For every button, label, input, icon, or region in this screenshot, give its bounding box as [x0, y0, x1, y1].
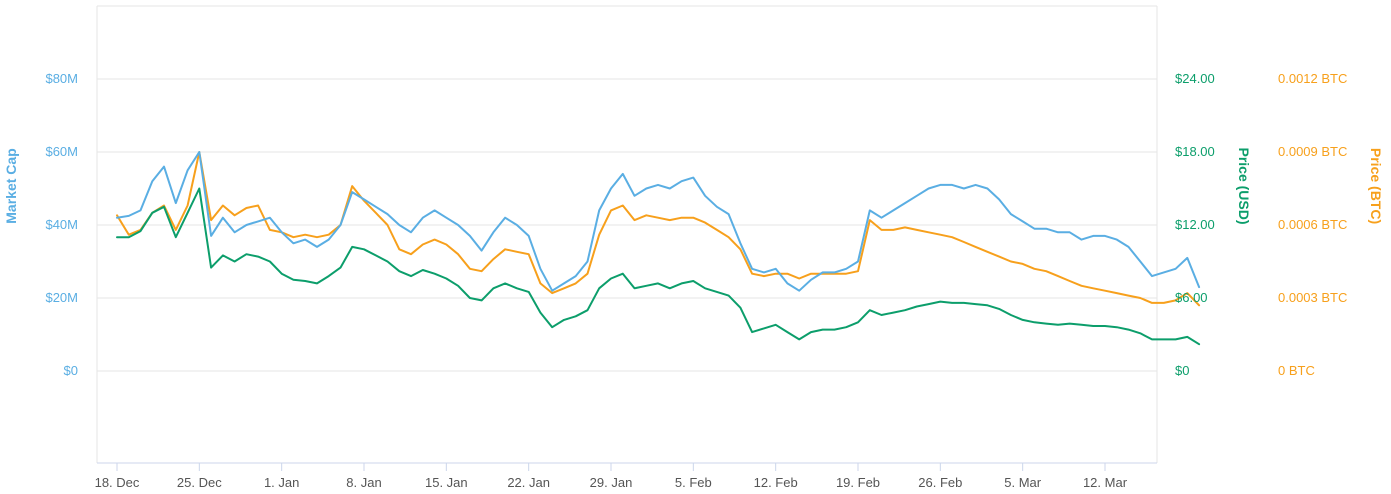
price-usd-tick-label: $24.00 — [1175, 71, 1215, 86]
price-btc-tick-label: 0.0003 BTC — [1278, 290, 1347, 305]
x-tick-label: 26. Feb — [918, 475, 962, 490]
x-tick-label: 1. Jan — [264, 475, 299, 490]
price-btc-axis: 0 BTC 0.0003 BTC 0.0006 BTC 0.0009 BTC 0.001… — [1278, 71, 1347, 378]
price-usd-axis-title: Price (USD) — [1236, 147, 1252, 224]
price-btc-tick-label: 0 BTC — [1278, 363, 1315, 378]
series-lines — [116, 151, 1201, 346]
market-cap-tick-label: $80M — [45, 71, 78, 86]
price-btc-tick-label: 0.0009 BTC — [1278, 144, 1347, 159]
market-cap-tick-label: $0 — [64, 363, 78, 378]
price-usd-tick-label: $6.00 — [1175, 290, 1208, 305]
x-tick-label: 29. Jan — [590, 475, 633, 490]
price-usd-axis: $0 $6.00 $12.00 $18.00 $24.00 — [1175, 71, 1215, 378]
x-tick-label: 22. Jan — [507, 475, 550, 490]
x-tick-label: 15. Jan — [425, 475, 468, 490]
price-usd-line — [116, 187, 1201, 346]
x-tick-label: 18. Dec — [95, 475, 140, 490]
x-tick-label: 12. Feb — [754, 475, 798, 490]
price-usd-tick-label: $0 — [1175, 363, 1189, 378]
grid — [96, 5, 1158, 464]
price-btc-axis-title: Price (BTC) — [1368, 148, 1384, 224]
price-btc-tick-label: 0.0012 BTC — [1278, 71, 1347, 86]
price-btc-tick-label: 0.0006 BTC — [1278, 217, 1347, 232]
market-cap-line — [116, 151, 1201, 292]
x-tick-label: 5. Feb — [675, 475, 712, 490]
market-cap-tick-label: $60M — [45, 144, 78, 159]
x-tick-label: 12. Mar — [1083, 475, 1128, 490]
x-tick-label: 19. Feb — [836, 475, 880, 490]
price-usd-tick-label: $18.00 — [1175, 144, 1215, 159]
x-tick-label: 8. Jan — [346, 475, 381, 490]
market-cap-axis-title: Market Cap — [3, 148, 19, 223]
x-axis: 18. Dec 25. Dec 1. Jan 8. Jan 15. Jan 22. Jan… — [95, 463, 1128, 490]
market-cap-tick-label: $20M — [45, 290, 78, 305]
price-btc-line — [116, 151, 1201, 307]
x-tick-label: 25. Dec — [177, 475, 222, 490]
x-tick-label: 5. Mar — [1004, 475, 1042, 490]
market-cap-tick-label: $40M — [45, 217, 78, 232]
market-cap-axis: $0 $20M $40M $60M $80M — [45, 71, 78, 378]
price-usd-tick-label: $12.00 — [1175, 217, 1215, 232]
